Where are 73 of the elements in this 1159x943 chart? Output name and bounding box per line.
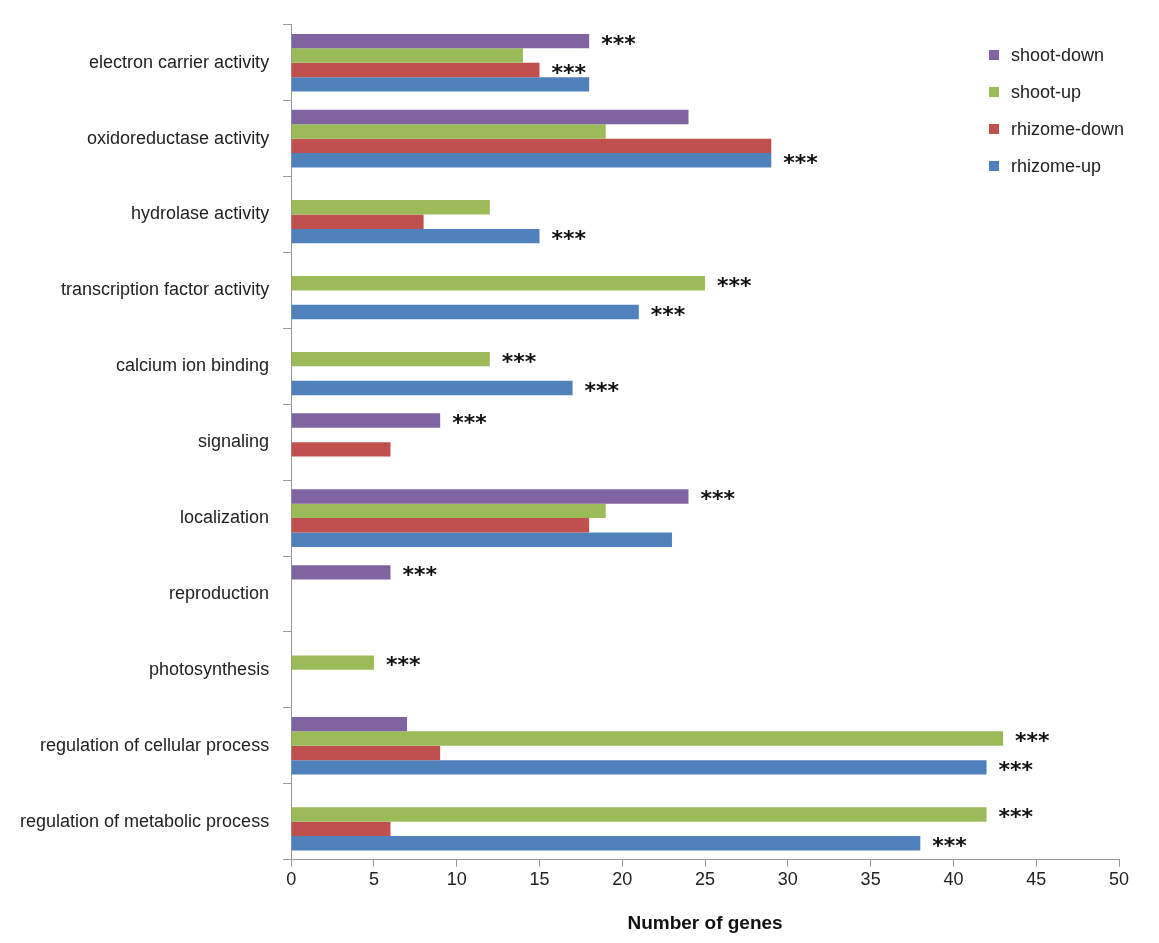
data-label: *** (650, 301, 686, 327)
bar (291, 62, 540, 78)
data-label: *** (501, 348, 537, 374)
x-tick-label: 0 (286, 869, 297, 890)
data-label: *** (601, 30, 637, 56)
x-tick-label: 15 (529, 869, 550, 890)
legend-label: rhizome-up (1011, 155, 1102, 177)
data-label: *** (783, 149, 819, 175)
y-tick-label: reproduction (169, 582, 270, 603)
bar (291, 532, 672, 547)
data-label: *** (402, 562, 438, 588)
x-tick-label: 5 (368, 869, 379, 890)
legend-label: shoot-down (1011, 44, 1105, 66)
y-tick-label: oxidoreductase activity (87, 127, 270, 148)
y-tick-label: hydrolase activity (131, 203, 270, 224)
y-tick-label: electron carrier activity (89, 51, 270, 72)
y-tick-label: calcium ion binding (116, 355, 270, 376)
bar (291, 200, 490, 215)
y-tick-label: transcription factor activity (61, 279, 270, 300)
y-tick-label: signaling (198, 431, 270, 452)
data-label: *** (551, 225, 587, 251)
legend-label: rhizome-down (1011, 118, 1125, 140)
bar (291, 153, 772, 168)
bar (291, 489, 689, 504)
data-label: *** (998, 757, 1034, 783)
bar (291, 380, 573, 396)
y-tick-label: regulation of cellular process (40, 734, 270, 755)
bar (291, 48, 523, 63)
bar (291, 228, 540, 244)
bar (291, 836, 921, 851)
bar (291, 655, 374, 670)
data-label: *** (700, 486, 736, 512)
bar (291, 807, 987, 822)
bar (291, 518, 590, 533)
data-label: *** (584, 377, 620, 403)
bar (291, 109, 689, 125)
data-label: *** (932, 833, 968, 858)
data-label: *** (385, 652, 421, 678)
bar (291, 442, 391, 457)
x-tick-label: 35 (860, 869, 881, 890)
bar (291, 716, 408, 732)
x-tick-label: 50 (1108, 869, 1130, 890)
legend-label: shoot-up (1011, 81, 1082, 103)
bar (291, 304, 639, 320)
bar (291, 745, 441, 761)
bar (291, 821, 391, 837)
x-tick-label: 25 (695, 869, 716, 890)
data-label: *** (551, 59, 587, 85)
x-tick-label: 45 (1026, 869, 1047, 890)
bar (291, 214, 424, 229)
bar (291, 124, 606, 139)
bar (291, 351, 490, 367)
bar (291, 413, 441, 428)
y-tick-label: localization (180, 507, 270, 528)
data-label: *** (998, 804, 1034, 830)
x-tick-label: 10 (446, 869, 467, 890)
x-tick-label: 40 (943, 869, 964, 890)
data-label: *** (717, 272, 753, 298)
bar (291, 760, 987, 775)
data-label: *** (1015, 728, 1051, 754)
y-tick-label: photosynthesis (149, 658, 270, 679)
bar (291, 33, 590, 49)
x-axis-title: Number of genes (627, 911, 783, 933)
bar (291, 731, 1004, 746)
bar (291, 565, 391, 580)
bar (291, 276, 706, 291)
x-tick-label: 30 (777, 869, 798, 890)
bar (291, 138, 772, 154)
y-tick-label: regulation of metabolic process (19, 810, 270, 831)
bar (291, 503, 606, 519)
x-tick-label: 20 (612, 869, 633, 890)
bar (291, 77, 590, 92)
data-label: *** (452, 410, 488, 436)
